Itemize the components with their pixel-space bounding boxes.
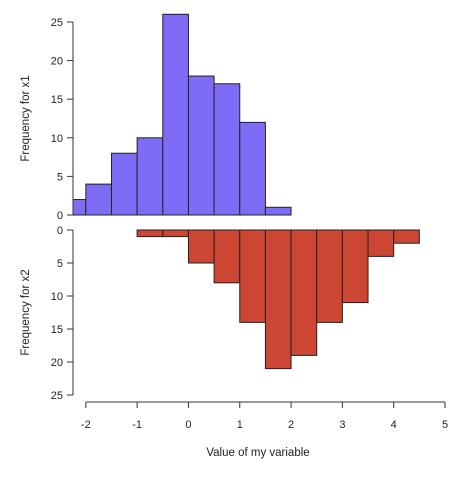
x-tick-label-6: 4 <box>391 419 397 431</box>
y-tick-label-bottom-4: 20 <box>51 357 63 369</box>
bar-x2-4 <box>239 229 266 323</box>
y-tick-label-top-3: 15 <box>51 94 63 106</box>
y-tick-label-bottom-0: 0 <box>57 225 63 237</box>
bar-x1-3 <box>136 137 164 216</box>
x-tick-label-7: 5 <box>442 419 448 431</box>
y-axis-title-bottom: Frequency for x2 <box>20 269 32 355</box>
bar-x2-10 <box>393 229 420 244</box>
x-tick-label-1: -1 <box>132 419 142 431</box>
bar-x1-5 <box>187 75 215 216</box>
bar-x2-5 <box>264 229 292 370</box>
bar-x1-4 <box>162 13 189 216</box>
bar-x1-2 <box>110 152 138 216</box>
bar-x2-1 <box>162 229 189 238</box>
bar-x2-2 <box>187 229 215 264</box>
y-tick-label-top-5: 25 <box>51 17 63 29</box>
bar-x2-8 <box>341 229 369 304</box>
x-tick-label-4: 2 <box>288 419 294 431</box>
bar-x1-6 <box>213 83 241 216</box>
bar-x2-3 <box>213 229 241 284</box>
y-tick-label-bottom-5: 25 <box>51 390 63 402</box>
y-tick-label-bottom-3: 15 <box>51 324 63 336</box>
bar-x2-0 <box>136 229 164 238</box>
y-tick-label-bottom-2: 10 <box>51 291 63 303</box>
x-tick-label-2: 0 <box>185 419 191 431</box>
x-tick-label-3: 1 <box>237 419 243 431</box>
x-tick-label-0: -2 <box>81 419 91 431</box>
y-tick-label-top-4: 20 <box>51 56 63 68</box>
x-axis-title: Value of my variable <box>206 447 309 459</box>
y-tick-label-top-2: 10 <box>51 133 63 145</box>
bar-x2-9 <box>367 229 395 257</box>
bar-x1-1 <box>85 183 112 216</box>
bar-x1-8 <box>264 206 292 216</box>
bar-x1-7 <box>239 121 266 216</box>
bar-x2-7 <box>316 229 343 323</box>
y-tick-label-top-1: 5 <box>57 171 63 183</box>
bar-x2-6 <box>290 229 318 356</box>
bar-x1-0 <box>72 199 87 216</box>
y-tick-label-bottom-1: 5 <box>57 258 63 270</box>
y-tick-label-top-0: 0 <box>57 210 63 222</box>
y-axis-title-top: Frequency for x1 <box>20 75 32 161</box>
x-tick-label-5: 3 <box>339 419 345 431</box>
